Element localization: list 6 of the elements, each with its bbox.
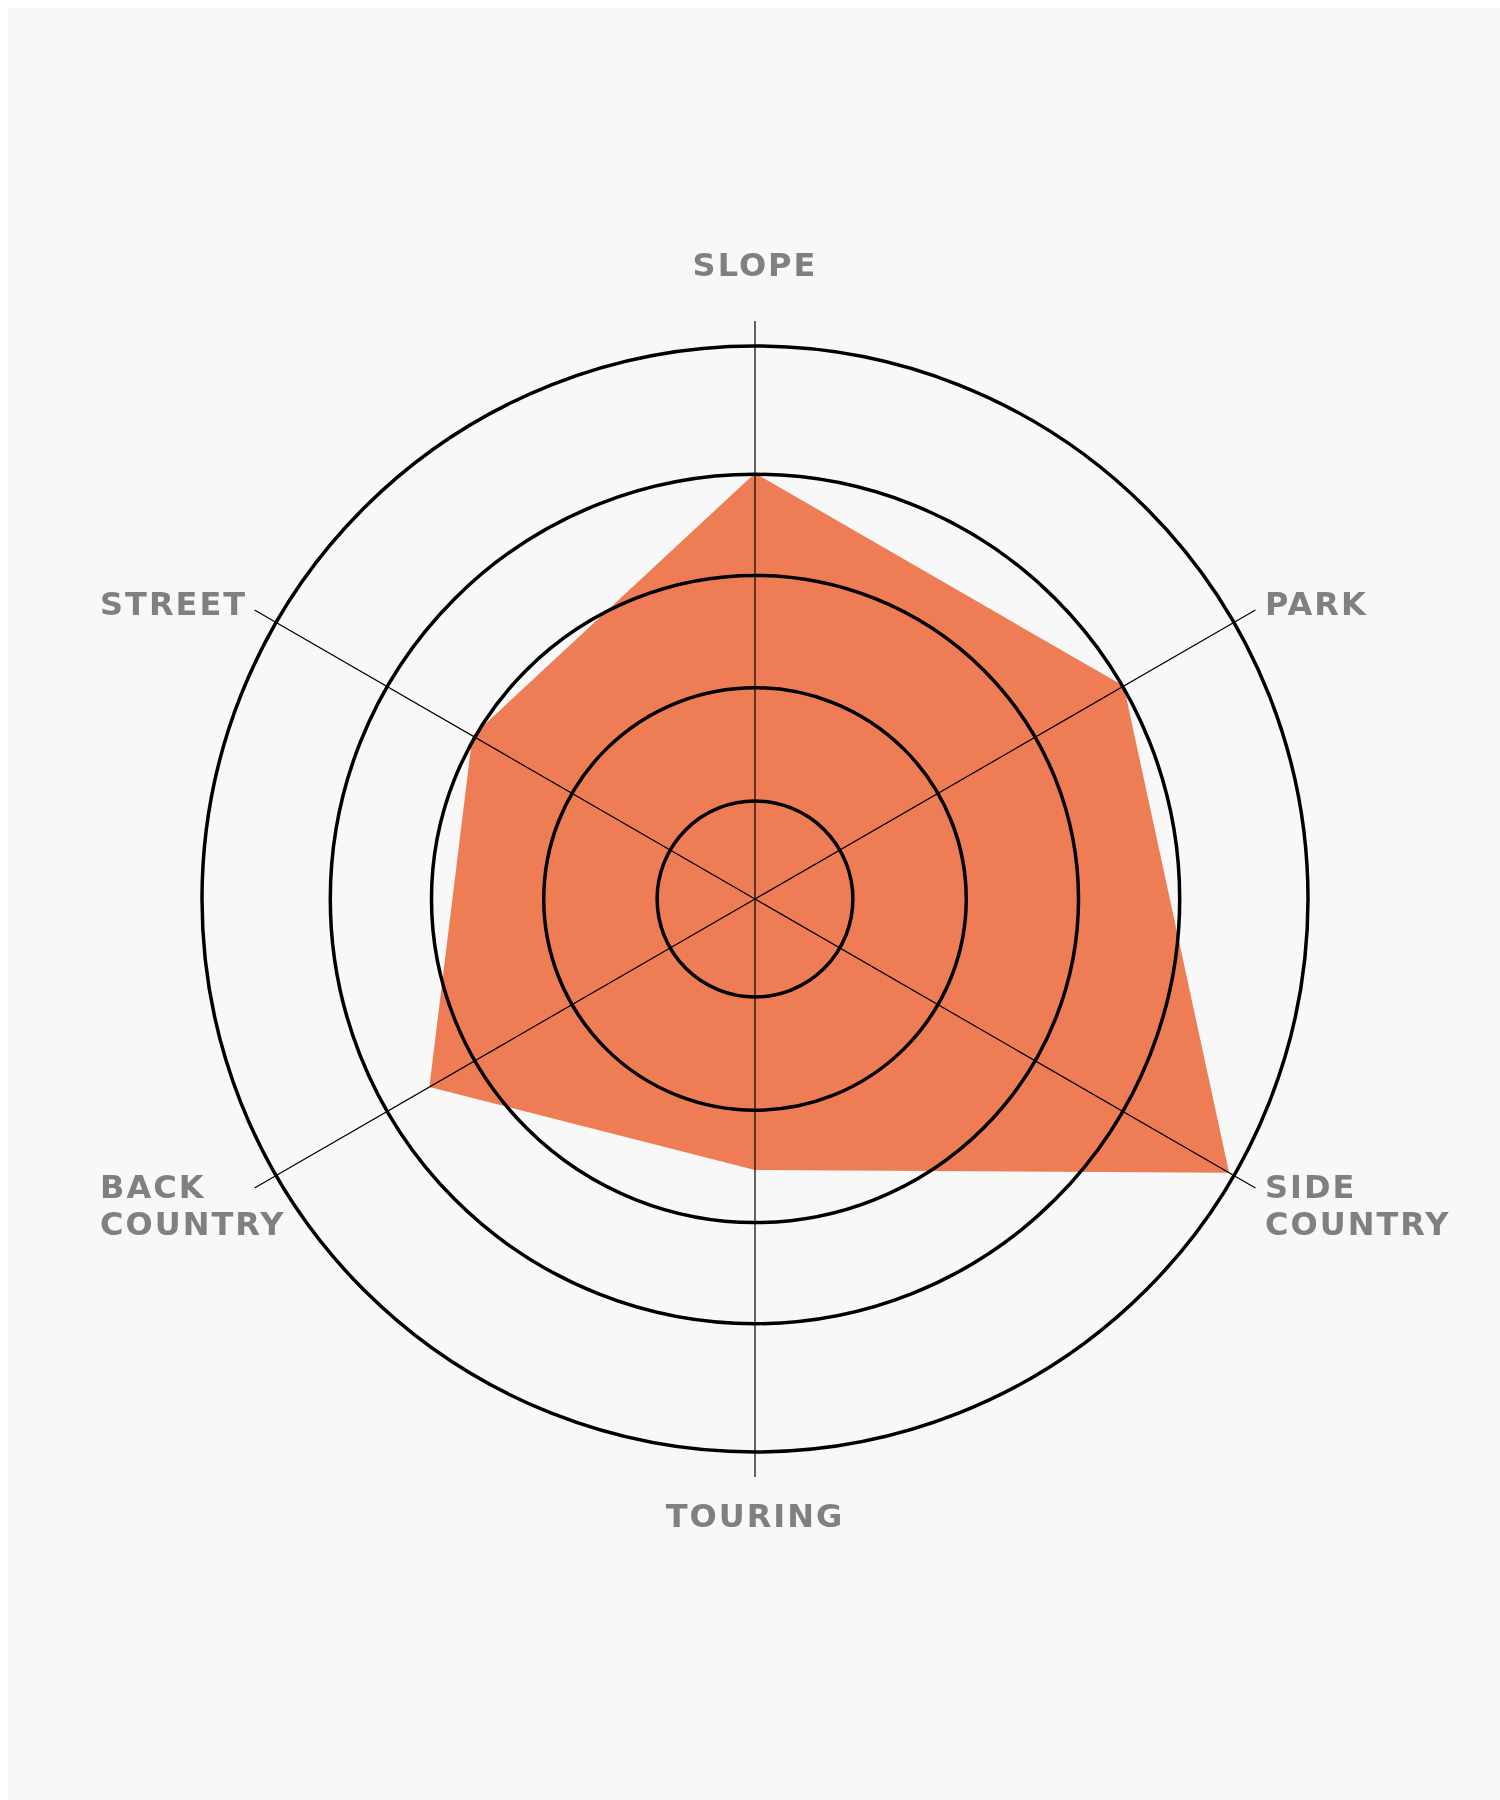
spoke-label: STREET — [100, 585, 248, 624]
spoke-label: TOURING — [665, 1497, 845, 1535]
spoke-label: PARK — [1265, 585, 1368, 624]
spoke-label: SIDE COUNTRY — [1265, 1167, 1451, 1243]
spoke-label: SLOPE — [692, 246, 818, 284]
spoke-label: BACK COUNTRY — [100, 1167, 286, 1243]
